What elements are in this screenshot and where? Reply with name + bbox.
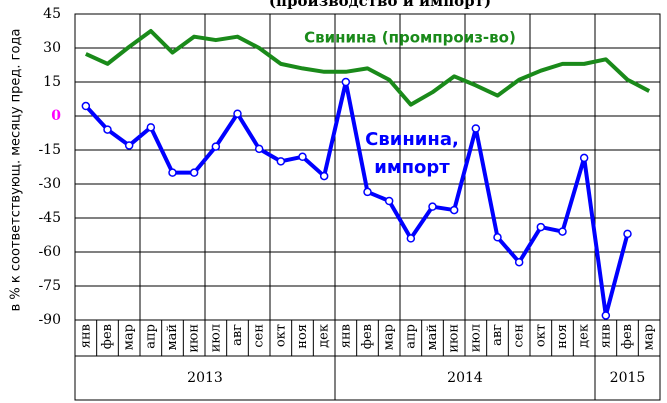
point [514, 257, 524, 267]
x-tick-label: фев [620, 324, 635, 349]
point [536, 222, 546, 232]
x-tick-label: июл [468, 324, 483, 352]
series-line [84, 80, 630, 318]
x-tick-label: апр [403, 324, 418, 349]
y-tick-label: 0 [51, 108, 61, 124]
series-label: Свинина (промпроиз-во) [304, 29, 516, 47]
series-label: импорт [374, 157, 450, 178]
point [168, 168, 177, 177]
x-tick-label: фев [360, 324, 375, 349]
x-tick-label: авг [230, 324, 245, 346]
y-tick-label: 15 [43, 74, 61, 90]
point [211, 142, 221, 151]
point [384, 196, 394, 206]
point [103, 125, 112, 134]
x-tick-label: окт [273, 324, 288, 347]
point [254, 144, 264, 154]
x-tick-label: фев [100, 324, 115, 349]
y-tick-label: 30 [43, 40, 61, 56]
x-tick-label: июл [208, 324, 223, 352]
y-tick-label: 45 [43, 6, 61, 22]
x-tick-label: янв [338, 324, 353, 348]
point [558, 227, 567, 236]
series-label: Свинина, [365, 129, 459, 150]
x-tick-label: июн [187, 324, 202, 353]
x-tick-label: янв [78, 324, 93, 348]
point [449, 205, 459, 215]
y-tick-label: -15 [38, 142, 61, 158]
chart-title: (производство и импорт) [269, 0, 491, 10]
point [341, 77, 351, 87]
x-tick-label: апр [143, 324, 158, 349]
x-tick-label: сен [512, 324, 527, 348]
year-label: 2014 [447, 370, 483, 386]
point [493, 233, 502, 242]
x-tick-label: мар [122, 324, 137, 350]
point [319, 171, 329, 181]
point [81, 101, 91, 111]
x-tick-label: май [425, 324, 440, 351]
x-tick-label: мар [382, 324, 397, 350]
plot-frame [74, 13, 661, 321]
year-label: 2013 [187, 370, 223, 386]
point [623, 229, 632, 239]
x-tick-label: июн [447, 324, 462, 353]
point [579, 153, 589, 163]
point [189, 168, 199, 177]
x-tick-label: окт [533, 324, 548, 347]
x-tick-label: авг [490, 324, 505, 346]
point [298, 152, 307, 162]
point [233, 109, 242, 118]
y-tick-label: -75 [38, 278, 61, 294]
point [428, 202, 437, 211]
point [601, 311, 611, 320]
point [276, 157, 286, 166]
x-tick-label: янв [598, 324, 613, 348]
y-tick-label: -30 [38, 176, 61, 192]
axis-table [74, 319, 661, 401]
point [406, 234, 416, 243]
x-tick-label: ноя [295, 324, 310, 349]
x-tick-label: мар [642, 324, 657, 350]
point [124, 141, 134, 150]
x-tick-label: ноя [555, 324, 570, 349]
x-tick-label: дек [317, 324, 332, 348]
point [146, 123, 156, 132]
x-tick-label: дек [577, 324, 592, 348]
y-tick-label: -45 [38, 210, 61, 226]
y-tick-label: -60 [38, 244, 61, 260]
y-tick-label: -90 [38, 312, 61, 328]
x-tick-label: май [165, 324, 180, 351]
y-axis-label: в % к соответствующ. месяцу пред. года [9, 29, 24, 312]
series-line [84, 29, 651, 107]
point [471, 124, 481, 133]
year-label: 2015 [610, 370, 646, 386]
point [363, 187, 372, 197]
x-tick-label: сен [252, 324, 267, 348]
